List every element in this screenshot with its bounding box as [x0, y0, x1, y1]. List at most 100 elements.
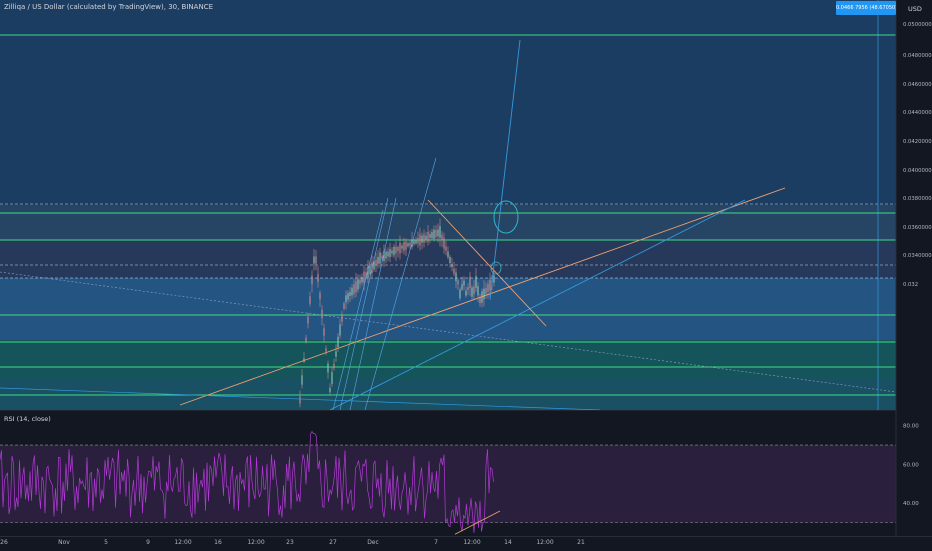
fan-line: [339, 197, 389, 410]
descending-trendline: [427, 199, 547, 327]
rsi-tick-label: 80.00: [903, 424, 919, 430]
candle-body: [393, 246, 395, 256]
candle-body: [465, 290, 467, 296]
time-tick-label: 27: [329, 539, 337, 546]
candle-body: [373, 261, 375, 270]
candle-body: [487, 284, 489, 292]
candle-body: [369, 266, 371, 274]
candle-body: [435, 230, 437, 238]
price-axis[interactable]: 0.05000000 0.04800000 0.04600000 0.04400000…: [895, 0, 932, 410]
blue-support-trendline: [329, 199, 746, 410]
price-candles: [299, 218, 495, 408]
candle-body: [449, 256, 451, 264]
price-tick-label: 0.04400000: [903, 110, 932, 116]
candle-body: [313, 256, 315, 264]
candle-body: [383, 250, 385, 262]
candle-body: [331, 372, 333, 384]
candle-body: [469, 276, 471, 289]
candle-body: [427, 231, 429, 242]
candle-body: [413, 240, 415, 245]
trendline-drawings[interactable]: [0, 39, 897, 410]
candle-body: [451, 264, 453, 267]
candle-body: [387, 251, 389, 257]
candle-body: [379, 252, 381, 264]
price-tick-label: 0.04600000: [903, 82, 932, 88]
time-tick-label: Dec: [367, 539, 379, 546]
candle-body: [345, 295, 347, 303]
candle-body: [329, 387, 331, 393]
candle-body: [463, 280, 465, 286]
price-tick-label: 0.03600000: [903, 225, 932, 231]
candle-body: [347, 293, 349, 300]
candle-body: [415, 239, 417, 244]
rsi-range-band: [0, 445, 896, 523]
candle-body: [309, 296, 311, 304]
rsi-band: [0, 410, 932, 536]
candle-body: [321, 309, 323, 319]
time-tick-label: 12:00: [463, 539, 481, 546]
time-tick-label: 12:00: [247, 539, 265, 546]
candle-body: [423, 234, 425, 243]
candle-body: [319, 292, 321, 300]
candle-body: [443, 237, 445, 249]
candle-body: [355, 281, 357, 293]
time-tick-label: 9: [146, 539, 150, 546]
candle-body: [459, 289, 461, 299]
candle-body: [473, 286, 475, 294]
rsi-series-line: [0, 430, 494, 533]
time-tick-label: 12:00: [536, 539, 554, 546]
candle-body: [377, 256, 379, 264]
candle-body: [483, 288, 485, 300]
grey-band: [0, 205, 896, 240]
time-tick-label: 14: [504, 539, 512, 546]
candle-body: [471, 287, 473, 297]
candle-body: [399, 242, 401, 254]
candle-body: [457, 280, 459, 285]
candle-body: [479, 296, 481, 304]
candle-body: [307, 316, 309, 324]
candle-body: [397, 246, 399, 252]
candle-body: [401, 245, 403, 249]
target-circle: [493, 200, 519, 234]
rsi-line: [0, 430, 501, 535]
candle-body: [391, 250, 393, 254]
candle-body: [365, 272, 367, 278]
small-circle: [490, 261, 502, 275]
currency-label[interactable]: USD: [908, 5, 922, 13]
candle-body: [327, 363, 329, 373]
ascending-trendline: [179, 187, 786, 406]
candle-body: [455, 272, 457, 282]
rsi-title: RSI (14, close): [4, 415, 51, 423]
candle-body: [407, 243, 409, 247]
candle-body: [439, 226, 441, 238]
symbol-title: Zilliqa / US Dollar (calculated by Tradi…: [4, 3, 213, 11]
price-axis-bg: [896, 0, 932, 410]
candle-body: [419, 234, 421, 246]
candle-body: [453, 268, 455, 274]
time-axis[interactable]: 26 Nov 5 9 12:00 16 12:00 23 27 Dec 7 12:00 14 12:00 2…: [0, 536, 932, 551]
candle-body: [367, 266, 369, 279]
candle-body: [389, 248, 391, 258]
candle-body: [441, 234, 443, 241]
candle-body: [429, 234, 431, 238]
candle-body: [403, 242, 405, 251]
candle-body: [433, 229, 435, 240]
candle-body: [311, 275, 313, 285]
fan-line: [332, 209, 384, 410]
candle-body: [425, 235, 427, 240]
candle-body: [437, 229, 439, 237]
candle-body: [315, 256, 317, 264]
price-tick-label: 0.04000000: [903, 168, 932, 174]
candle-body: [339, 324, 341, 336]
candle-body: [317, 274, 319, 282]
candle-body: [493, 275, 495, 283]
main-price-chart[interactable]: 0.049297690.037397790.036812200.03492395…: [0, 0, 932, 410]
candle-body: [359, 280, 361, 284]
background-zones: [0, 0, 896, 410]
candle-body: [375, 259, 377, 266]
price-tick-label: 0.03800000: [903, 196, 932, 202]
candle-body: [357, 279, 359, 290]
candle-body: [363, 271, 365, 283]
